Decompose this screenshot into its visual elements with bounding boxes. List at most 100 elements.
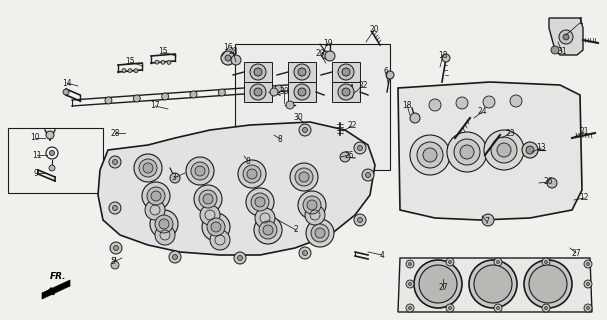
Circle shape <box>322 51 330 59</box>
Circle shape <box>442 54 450 62</box>
Circle shape <box>150 210 178 238</box>
Circle shape <box>354 142 366 154</box>
Circle shape <box>231 55 241 65</box>
Circle shape <box>247 169 257 179</box>
Text: 15: 15 <box>158 47 168 57</box>
Circle shape <box>251 193 269 211</box>
Circle shape <box>414 260 462 308</box>
Text: 14: 14 <box>62 78 72 87</box>
Circle shape <box>259 221 277 239</box>
Polygon shape <box>549 18 583 55</box>
Circle shape <box>49 165 55 171</box>
Text: 27: 27 <box>438 284 448 292</box>
Polygon shape <box>98 122 375 255</box>
Circle shape <box>200 205 220 225</box>
Text: 28: 28 <box>228 47 238 57</box>
Circle shape <box>110 242 122 254</box>
Circle shape <box>298 88 306 96</box>
Circle shape <box>354 214 366 226</box>
Circle shape <box>270 88 278 96</box>
Circle shape <box>112 205 118 211</box>
Circle shape <box>237 255 243 260</box>
Circle shape <box>315 228 325 238</box>
Circle shape <box>234 252 246 264</box>
Polygon shape <box>244 62 272 82</box>
Circle shape <box>524 260 572 308</box>
Text: 11: 11 <box>32 150 42 159</box>
Circle shape <box>186 157 214 185</box>
Circle shape <box>338 64 354 80</box>
Circle shape <box>105 97 112 104</box>
Circle shape <box>238 160 266 188</box>
Circle shape <box>142 182 170 210</box>
Circle shape <box>195 166 205 176</box>
Text: 8: 8 <box>277 134 282 143</box>
Circle shape <box>302 251 308 255</box>
Circle shape <box>417 142 443 168</box>
Text: 7: 7 <box>484 218 489 227</box>
Circle shape <box>526 146 534 154</box>
Circle shape <box>299 247 311 259</box>
Circle shape <box>202 213 230 241</box>
Circle shape <box>406 260 414 268</box>
Circle shape <box>547 178 557 188</box>
Text: 2: 2 <box>294 226 299 235</box>
Circle shape <box>510 95 522 107</box>
Circle shape <box>551 46 559 54</box>
Text: 16: 16 <box>223 44 233 52</box>
Text: 30: 30 <box>293 114 303 123</box>
Circle shape <box>497 143 511 157</box>
Text: 19: 19 <box>323 38 333 47</box>
Circle shape <box>295 168 313 186</box>
Circle shape <box>338 84 354 100</box>
Circle shape <box>497 307 500 309</box>
Circle shape <box>139 159 157 177</box>
Circle shape <box>255 208 275 228</box>
Circle shape <box>449 307 452 309</box>
Text: 28: 28 <box>110 129 120 138</box>
Text: 22: 22 <box>347 122 357 131</box>
Circle shape <box>494 304 502 312</box>
Circle shape <box>210 230 230 250</box>
Circle shape <box>194 185 222 213</box>
Circle shape <box>340 152 350 162</box>
Circle shape <box>544 307 548 309</box>
Circle shape <box>302 127 308 132</box>
Circle shape <box>429 99 441 111</box>
Text: 18: 18 <box>438 51 448 60</box>
Circle shape <box>161 93 169 100</box>
Circle shape <box>246 87 254 94</box>
Bar <box>8 128 103 193</box>
Circle shape <box>199 190 217 208</box>
Circle shape <box>358 218 362 222</box>
Circle shape <box>255 197 265 207</box>
Circle shape <box>449 260 452 263</box>
Circle shape <box>151 191 161 201</box>
Polygon shape <box>288 62 316 82</box>
Polygon shape <box>42 280 70 299</box>
Circle shape <box>559 30 573 44</box>
Text: 27: 27 <box>571 249 581 258</box>
Circle shape <box>497 260 500 263</box>
Circle shape <box>299 172 309 182</box>
Circle shape <box>474 265 512 303</box>
Circle shape <box>456 97 468 109</box>
Circle shape <box>155 225 175 245</box>
Polygon shape <box>398 258 592 312</box>
Circle shape <box>306 219 334 247</box>
Circle shape <box>584 280 592 288</box>
Circle shape <box>358 146 362 150</box>
Circle shape <box>298 191 326 219</box>
Text: 24: 24 <box>477 108 487 116</box>
Circle shape <box>219 89 225 96</box>
Circle shape <box>254 216 282 244</box>
Circle shape <box>305 205 325 225</box>
Text: 30: 30 <box>279 87 289 97</box>
Circle shape <box>161 60 165 64</box>
Circle shape <box>134 69 138 73</box>
Circle shape <box>542 304 550 312</box>
Text: 6: 6 <box>384 68 388 76</box>
Circle shape <box>406 280 414 288</box>
Circle shape <box>155 215 173 233</box>
Text: 15: 15 <box>125 58 135 67</box>
